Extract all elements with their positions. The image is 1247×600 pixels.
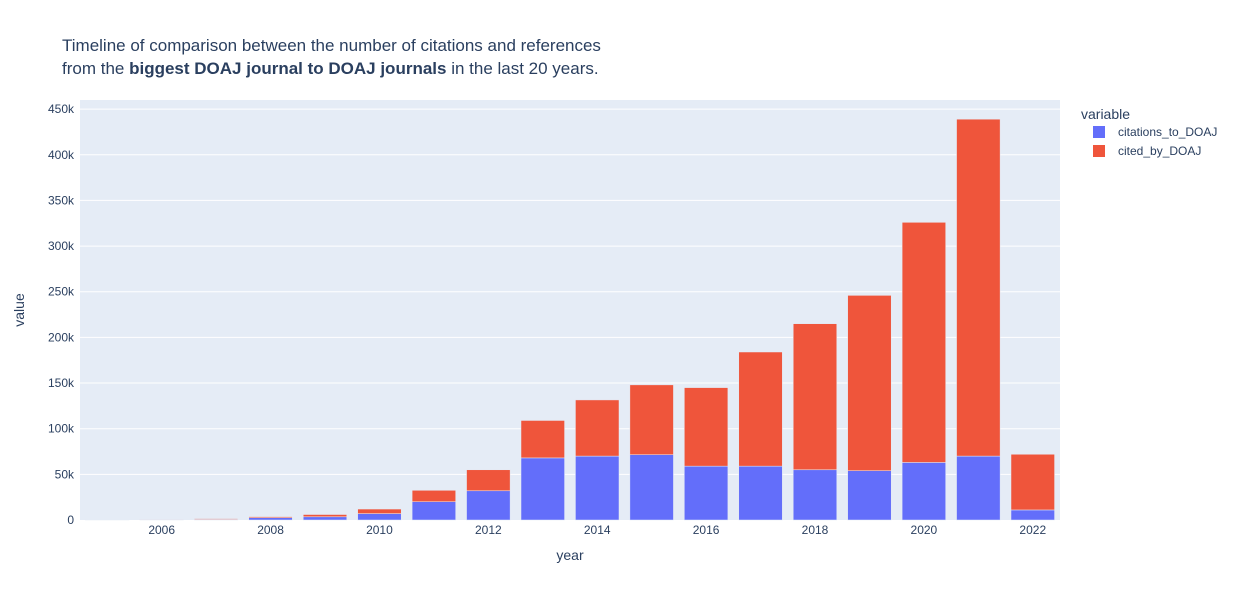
bar-cited_by_DOAJ-2008[interactable] [248, 516, 293, 518]
bar-citations_to_DOAJ-2008[interactable] [248, 517, 293, 521]
x-tick-label: 2018 [802, 523, 829, 537]
bar-citations_to_DOAJ-2013[interactable] [520, 457, 565, 521]
y-tick-label: 300k [48, 239, 75, 253]
y-tick-label: 200k [48, 330, 75, 344]
x-tick-label: 2020 [911, 523, 938, 537]
legend-label-citations_to_DOAJ[interactable]: citations_to_DOAJ [1118, 125, 1217, 139]
bar-cited_by_DOAJ-2007[interactable] [194, 518, 239, 520]
y-tick-label: 450k [48, 102, 75, 116]
y-axis-ticks: 0 50k 100k 150k 200k 250k 300k 350k 400k 450k [48, 102, 75, 527]
bar-cited_by_DOAJ-2010[interactable] [357, 508, 402, 514]
legend[interactable]: variable citations_to_DOAJ cited_by_DOAJ [1081, 106, 1217, 158]
x-axis-ticks: 2006 2008 2010 2012 2014 2016 2018 2020 2022 [148, 523, 1046, 537]
x-tick-label: 2010 [366, 523, 393, 537]
bar-cited_by_DOAJ-2012[interactable] [466, 469, 511, 492]
bar-citations_to_DOAJ-2021[interactable] [956, 455, 1001, 521]
bar-citations_to_DOAJ-2015[interactable] [629, 454, 674, 521]
bar-cited_by_DOAJ-2018[interactable] [792, 323, 838, 471]
bar-citations_to_DOAJ-2016[interactable] [684, 465, 729, 521]
x-axis-title: year [556, 547, 584, 563]
x-tick-label: 2022 [1019, 523, 1046, 537]
y-tick-label: 400k [48, 148, 75, 162]
bar-cited_by_DOAJ-2016[interactable] [684, 387, 729, 467]
bar-cited_by_DOAJ-2014[interactable] [575, 399, 620, 457]
x-tick-label: 2008 [257, 523, 284, 537]
bar-citations_to_DOAJ-2020[interactable] [901, 462, 946, 521]
bar-citations_to_DOAJ-2011[interactable] [411, 501, 456, 521]
y-gridlines [80, 108, 1060, 475]
bar-cited_by_DOAJ-2021[interactable] [956, 118, 1001, 457]
x-tick-label: 2014 [584, 523, 611, 537]
bar-cited_by_DOAJ-2013[interactable] [520, 420, 565, 459]
bar-citations_to_DOAJ-2009[interactable] [302, 516, 348, 521]
bar-citations_to_DOAJ-2012[interactable] [466, 490, 511, 521]
bar-citations_to_DOAJ-2010[interactable] [357, 513, 402, 521]
legend-swatch-citations_to_DOAJ[interactable] [1093, 126, 1105, 138]
bar-citations_to_DOAJ-2022[interactable] [1010, 509, 1055, 521]
bars[interactable] [85, 118, 1055, 521]
chart-title: Timeline of comparison between the numbe… [62, 34, 601, 80]
plot-area [80, 100, 1060, 520]
x-tick-label: 2012 [475, 523, 502, 537]
bar-citations_to_DOAJ-2019[interactable] [847, 470, 892, 521]
bar-cited_by_DOAJ-2017[interactable] [738, 351, 783, 467]
y-tick-label: 0 [67, 513, 74, 527]
legend-label-cited_by_DOAJ[interactable]: cited_by_DOAJ [1118, 144, 1201, 158]
y-tick-label: 100k [48, 422, 75, 436]
title-line-2-suffix: in the last 20 years. [446, 59, 599, 78]
y-axis-title: value [11, 293, 27, 327]
title-line-1: Timeline of comparison between the numbe… [62, 36, 601, 55]
title-line-2-bold: biggest DOAJ journal to DOAJ journals [129, 59, 447, 78]
bar-cited_by_DOAJ-2011[interactable] [411, 490, 456, 502]
y-tick-label: 250k [48, 285, 75, 299]
bar-cited_by_DOAJ-2019[interactable] [847, 295, 892, 471]
y-tick-label: 50k [55, 467, 75, 481]
bar-citations_to_DOAJ-2017[interactable] [738, 465, 783, 521]
bar-citations_to_DOAJ-2018[interactable] [792, 469, 838, 521]
bar-cited_by_DOAJ-2015[interactable] [629, 384, 674, 455]
legend-swatch-cited_by_DOAJ[interactable] [1093, 145, 1105, 157]
bar-cited_by_DOAJ-2022[interactable] [1010, 454, 1055, 511]
bar-cited_by_DOAJ-2020[interactable] [901, 222, 946, 463]
bar-cited_by_DOAJ-2009[interactable] [302, 514, 348, 518]
x-tick-label: 2006 [148, 523, 175, 537]
legend-title: variable [1081, 106, 1130, 122]
y-tick-label: 350k [48, 193, 75, 207]
bar-citations_to_DOAJ-2014[interactable] [575, 455, 620, 521]
title-line-2-prefix: from the [62, 59, 130, 78]
y-tick-label: 150k [48, 376, 75, 390]
x-tick-label: 2016 [693, 523, 720, 537]
